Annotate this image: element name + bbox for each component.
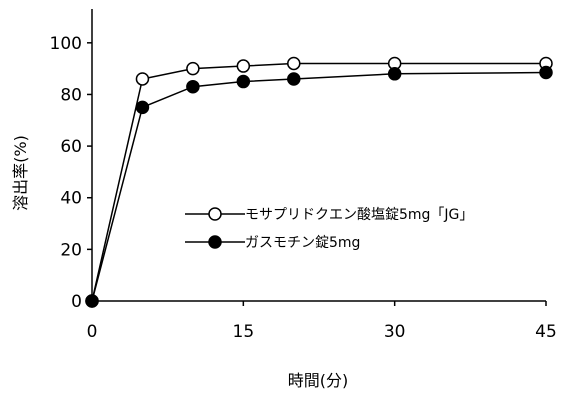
y-ticks: 0 20 40 60 80 100: [50, 34, 92, 312]
y-tick-label: 20: [60, 240, 82, 260]
data-point: [287, 56, 301, 71]
series-layer: [85, 56, 553, 308]
legend-entry-gasmotin: ガスモチン錠5mg: [185, 235, 360, 251]
legend-marker-open-circle: [208, 207, 222, 221]
y-axis-title: 溶出率(%): [11, 135, 30, 211]
series-1: [85, 65, 553, 308]
y-tick-label: 60: [60, 137, 82, 157]
legend-marker-filled-circle: [208, 235, 222, 249]
data-point: [287, 72, 301, 86]
legend-label-gasmotin: ガスモチン錠5mg: [245, 235, 360, 251]
data-point: [539, 65, 553, 80]
series-0: [85, 56, 553, 308]
axes: [91, 9, 546, 302]
data-point: [236, 59, 251, 73]
series-line-0: [91, 62, 546, 302]
y-tick-label: 80: [60, 85, 82, 105]
data-point: [236, 74, 251, 89]
data-point: [135, 100, 150, 115]
y-tick-label: 0: [71, 292, 82, 312]
y-tick-label: 40: [60, 189, 82, 209]
x-tick-label: 45: [535, 322, 557, 342]
legend: モサプリドクエン酸塩錠5mg「JG」 ガスモチン錠5mg: [185, 207, 473, 251]
x-tick-label: 15: [233, 322, 255, 342]
x-ticks: 0 15 30 45: [87, 301, 557, 342]
x-tick-label: 30: [384, 322, 406, 342]
series-line-1: [91, 71, 547, 302]
y-tick-label: 100: [50, 34, 82, 54]
data-point: [85, 294, 99, 308]
data-point: [186, 61, 200, 76]
data-point: [135, 72, 150, 86]
x-tick-label: 0: [87, 322, 98, 342]
legend-label-mosapride: モサプリドクエン酸塩錠5mg「JG」: [245, 207, 473, 223]
legend-entry-mosapride: モサプリドクエン酸塩錠5mg「JG」: [185, 207, 473, 223]
x-axis-title: 時間(分): [288, 371, 349, 390]
data-point: [387, 67, 402, 81]
data-point: [186, 79, 200, 94]
